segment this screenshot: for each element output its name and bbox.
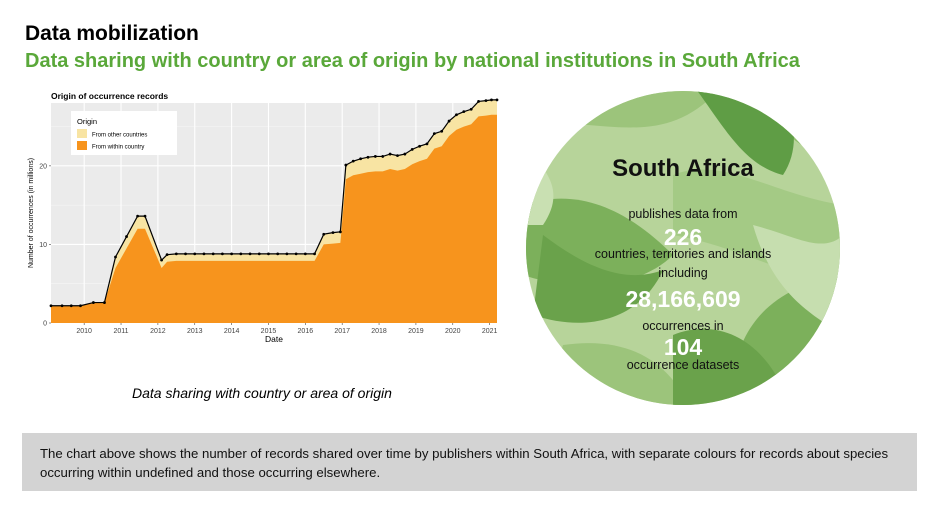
data-point xyxy=(267,252,270,256)
data-point xyxy=(193,252,197,256)
data-point xyxy=(91,301,95,304)
data-point xyxy=(351,159,355,163)
summary-line-occurrences: occurrences in xyxy=(642,319,723,333)
summary-circle: South Africa publishes data from 226 cou… xyxy=(526,91,840,405)
y-tick-label: 0 xyxy=(43,321,47,328)
summary-country: South Africa xyxy=(612,155,754,182)
x-tick-label: 2015 xyxy=(261,328,277,335)
data-point xyxy=(447,119,451,123)
x-tick-label: 2013 xyxy=(187,328,203,335)
data-point xyxy=(331,231,335,235)
summary-countries-count: 226 xyxy=(664,224,702,250)
data-point xyxy=(322,232,326,236)
occurrence-area-chart: Origin of occurrence records 2010 2011 201… xyxy=(28,91,499,344)
data-point xyxy=(143,214,147,218)
y-axis: 0 10 20 xyxy=(39,163,51,328)
note-text: The chart above shows the number of reco… xyxy=(40,446,889,480)
x-axis-label: Date xyxy=(265,334,283,344)
data-point xyxy=(174,252,178,256)
summary-line-countries: countries, territories and islands xyxy=(595,247,771,261)
data-point xyxy=(69,304,73,308)
note-box: The chart above shows the number of reco… xyxy=(22,433,917,491)
data-point xyxy=(184,252,187,256)
area-from-within-country xyxy=(51,114,497,324)
data-point xyxy=(79,304,82,308)
data-point xyxy=(366,155,370,159)
legend-label-from-other-countries: From other countries xyxy=(92,133,147,139)
data-point xyxy=(165,253,169,257)
data-point xyxy=(220,252,224,256)
x-tick-label: 2012 xyxy=(150,328,166,335)
page-title: Data mobilization xyxy=(25,22,199,45)
data-point xyxy=(432,132,436,136)
data-point xyxy=(202,252,206,256)
data-point xyxy=(388,152,392,156)
data-points xyxy=(49,98,499,308)
legend-label-from-within-country: From within country xyxy=(92,145,144,151)
circle-pattern xyxy=(526,91,840,405)
data-point xyxy=(114,255,117,259)
data-point xyxy=(338,230,342,234)
data-point xyxy=(257,252,261,256)
legend-box xyxy=(71,111,177,155)
data-point xyxy=(477,100,480,103)
legend-title: Origin xyxy=(77,117,97,126)
summary-line-datasets: occurrence datasets xyxy=(627,358,740,372)
data-point xyxy=(484,99,488,103)
data-point xyxy=(276,252,280,256)
legend-swatch-from-other-countries xyxy=(77,129,87,138)
data-point xyxy=(425,142,429,146)
data-point xyxy=(49,304,53,308)
x-tick-label: 2014 xyxy=(224,328,240,335)
y-tick-label: 10 xyxy=(39,242,47,249)
x-axis: 2010 2011 2012 2013 2014 2015 2016 2017 2018 2019… xyxy=(76,323,498,335)
x-tick-label: 2011 xyxy=(114,328,129,335)
data-point xyxy=(469,107,473,111)
data-point xyxy=(239,252,243,256)
legend-swatch-from-within-country xyxy=(77,141,87,150)
data-point xyxy=(440,129,444,133)
y-tick-label: 20 xyxy=(39,163,47,170)
data-point xyxy=(490,98,493,102)
data-point xyxy=(403,152,407,156)
data-point xyxy=(359,157,363,161)
data-point xyxy=(248,252,252,256)
summary-line-including: including xyxy=(658,266,707,280)
chart-legend: Origin From other countries From within … xyxy=(71,111,177,155)
chart-title: Origin of occurrence records xyxy=(51,91,168,101)
data-point xyxy=(462,110,466,114)
data-point xyxy=(294,252,298,256)
summary-occurrences-count: 28,166,609 xyxy=(625,286,740,312)
page-subtitle: Data sharing with country or area of ori… xyxy=(25,50,800,72)
x-tick-label: 2019 xyxy=(408,328,424,335)
data-point xyxy=(211,252,215,256)
x-tick-label: 2021 xyxy=(482,328,498,335)
data-point xyxy=(230,252,234,256)
data-point xyxy=(313,252,316,256)
data-point xyxy=(373,155,377,158)
summary-datasets-count: 104 xyxy=(664,334,703,360)
data-point xyxy=(344,163,348,167)
data-point xyxy=(495,98,499,102)
x-tick-label: 2016 xyxy=(298,328,314,335)
data-point xyxy=(136,214,140,218)
data-point xyxy=(125,235,128,238)
x-tick-label: 2018 xyxy=(371,328,387,335)
data-point xyxy=(60,304,64,308)
chart-caption: Data sharing with country or area of ori… xyxy=(132,385,392,401)
data-point xyxy=(455,113,458,117)
data-point xyxy=(410,147,414,151)
summary-line-publishes: publishes data from xyxy=(628,207,737,221)
x-tick-label: 2010 xyxy=(76,328,92,335)
x-tick-label: 2020 xyxy=(445,328,461,335)
x-tick-label: 2017 xyxy=(334,328,350,335)
data-point xyxy=(160,258,163,262)
data-point xyxy=(381,155,385,158)
data-point xyxy=(285,252,289,256)
data-point xyxy=(103,301,106,304)
y-axis-label: Number of occurrences (in millions) xyxy=(28,158,35,268)
data-point xyxy=(418,144,421,148)
data-point xyxy=(396,154,399,158)
data-point xyxy=(303,252,307,256)
